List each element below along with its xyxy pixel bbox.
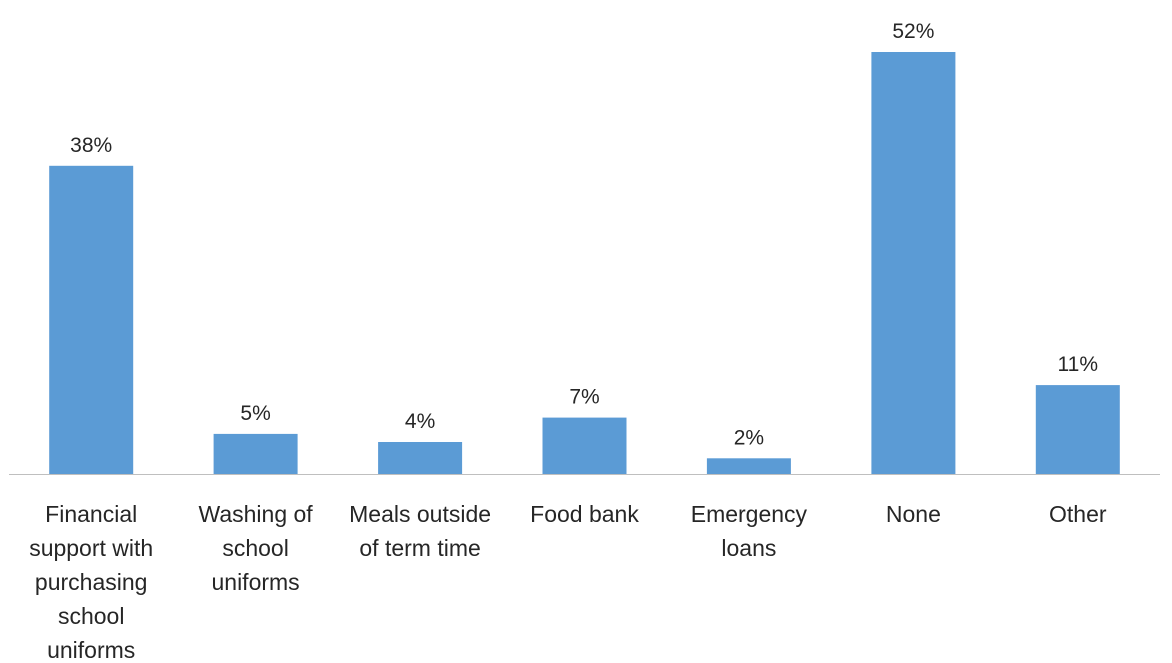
category-label-line: uniforms (211, 569, 299, 595)
bar-6 (1035, 385, 1120, 475)
category-label-1: Washing of school uniforms (198, 501, 313, 595)
category-label-line: Meals outside (349, 501, 491, 527)
category-label-3: Food bank (530, 501, 639, 527)
data-label-6: 11% (1058, 353, 1098, 376)
bar-3 (542, 417, 627, 475)
category-labels-layer: Financial support with purchasing school uni… (29, 501, 1107, 663)
category-label-line: school (58, 603, 124, 629)
category-label-line: uniforms (47, 637, 135, 663)
data-label-2: 4% (405, 410, 435, 433)
category-label-line: Food bank (530, 501, 639, 527)
data-label-3: 7% (569, 386, 599, 409)
data-label-5: 52% (892, 20, 934, 43)
category-label-2: Meals outside of term time (349, 501, 491, 561)
category-label-line: Financial (45, 501, 137, 527)
bar-2 (378, 442, 463, 475)
category-label-5: None (886, 501, 941, 527)
data-label-1: 5% (240, 402, 270, 425)
category-label-line: of term time (359, 535, 480, 561)
data-label-0: 38% (70, 134, 112, 157)
category-label-4: Emergency loans (691, 501, 808, 561)
bar-4 (706, 458, 791, 475)
category-label-line: Other (1049, 501, 1107, 527)
category-label-0: Financial support with purchasing school uni… (29, 501, 153, 663)
category-label-line: support with (29, 535, 153, 561)
category-label-line: purchasing (35, 569, 148, 595)
value-labels-layer: 38% 5% 4% 7% 2% 52% 11% (70, 20, 1098, 449)
bars-layer (49, 52, 1120, 475)
bar-1 (213, 433, 298, 475)
category-label-6: Other (1049, 501, 1107, 527)
bar-0 (49, 165, 134, 475)
category-label-line: None (886, 501, 941, 527)
bar-5 (871, 52, 956, 475)
category-label-line: loans (721, 535, 776, 561)
data-label-4: 2% (734, 426, 764, 449)
category-label-line: Washing of (198, 501, 313, 527)
category-label-line: school (222, 535, 288, 561)
category-label-line: Emergency (691, 501, 808, 527)
